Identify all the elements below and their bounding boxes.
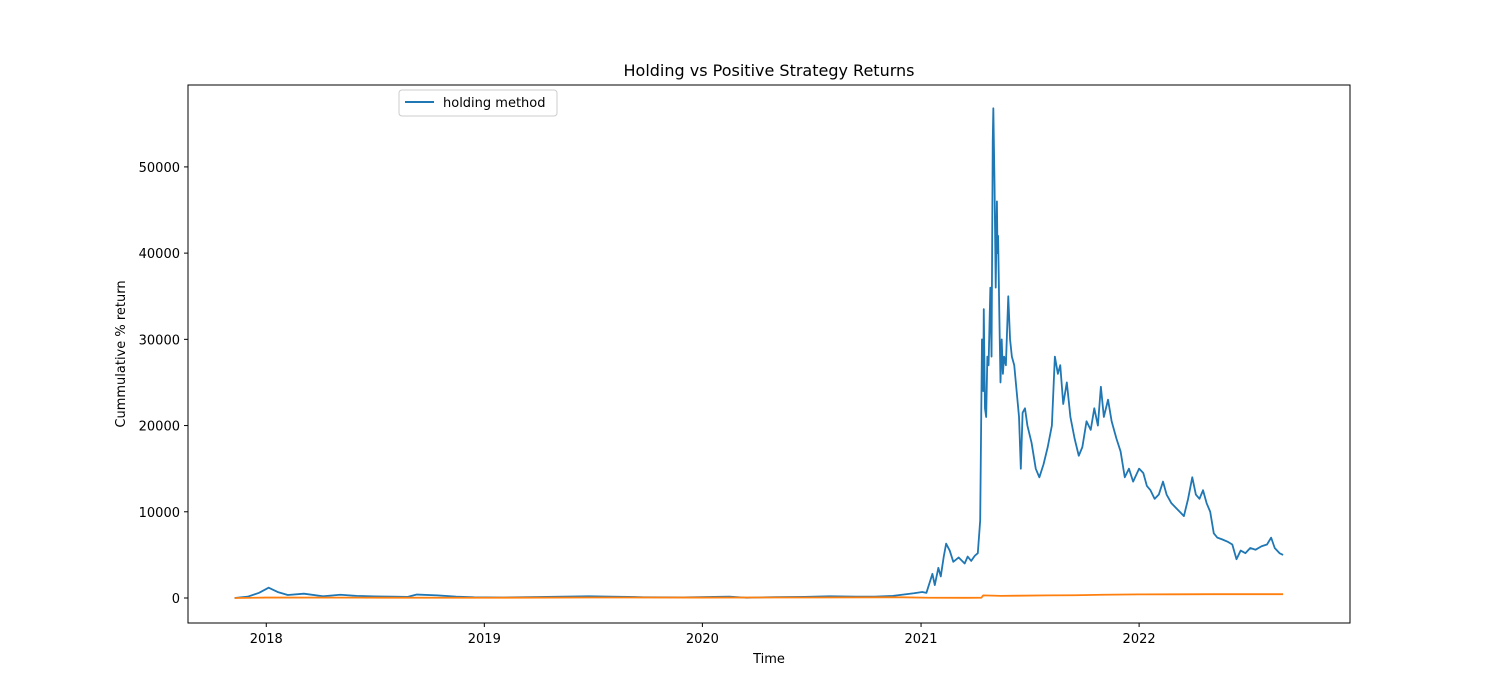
x-tick-label: 2018 [250,632,283,647]
plot-frame [187,84,1351,624]
axes: 2018 2019 2020 2021 2022 0 10000 20000 30000 4000… [139,84,1351,647]
y-tick-label: 50000 [139,161,180,176]
y-tick-label: 0 [172,592,180,607]
x-tick-label: 2022 [1123,632,1156,647]
legend: holding method [398,89,558,117]
y-axis-label: Cummulative % return [114,280,129,427]
x-tick-label: 2021 [904,632,937,647]
y-tick-label: 20000 [139,420,180,435]
y-tick-label: 40000 [139,247,180,262]
x-tick-label: 2019 [468,632,501,647]
series-line-series-2 [234,593,1284,599]
y-tick-label: 30000 [139,333,180,348]
x-axis-label: Time [752,652,785,667]
legend-frame [398,89,558,117]
legend-label-holding-method: holding method [443,96,546,111]
x-tick-label: 2020 [686,632,719,647]
y-tick-label: 10000 [139,506,180,521]
plot-area [234,107,1284,599]
chart-title: Holding vs Positive Strategy Returns [624,61,915,80]
